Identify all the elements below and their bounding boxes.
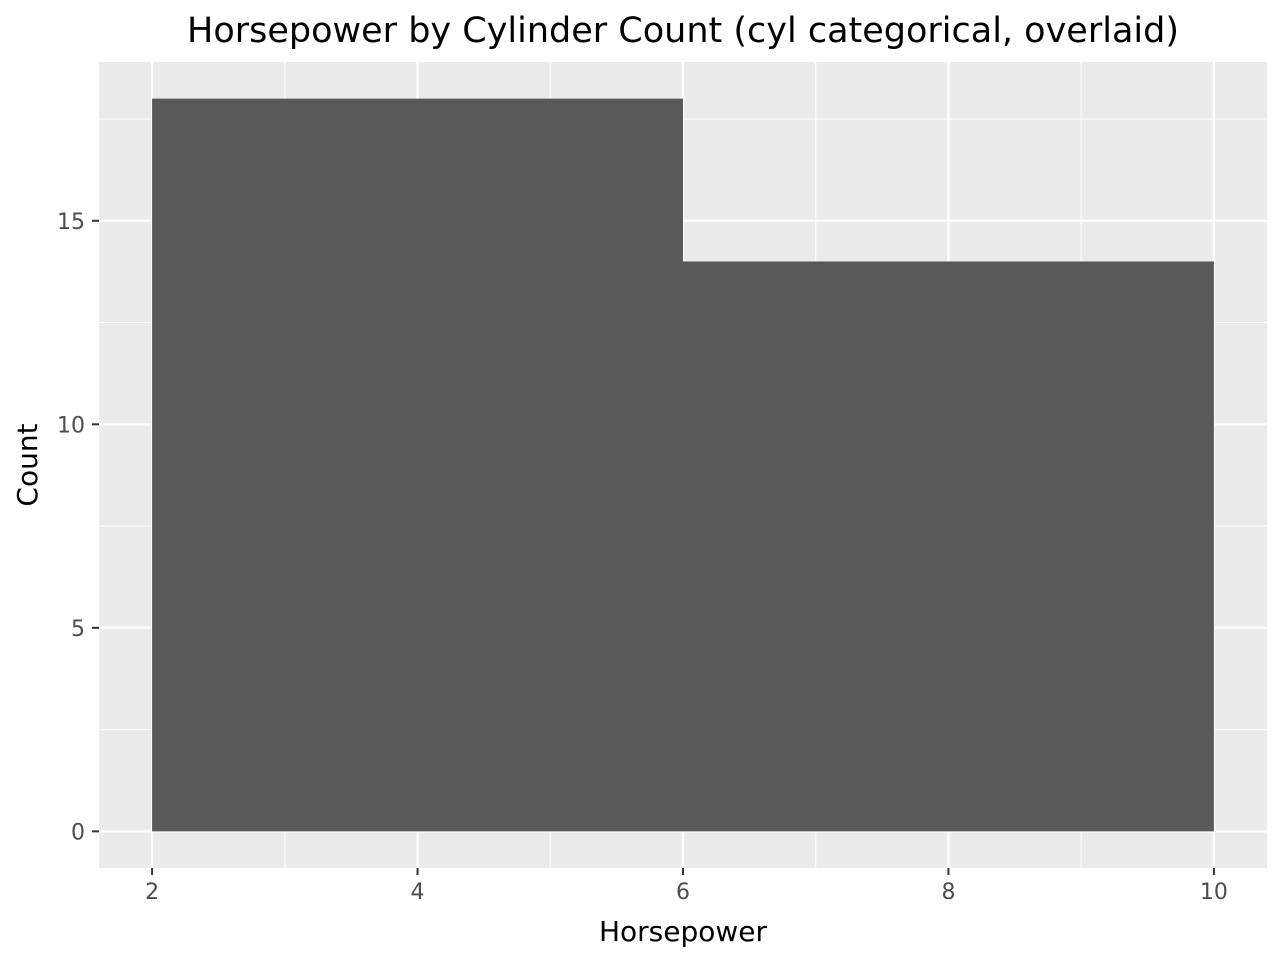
x-tick-label: 6: [676, 880, 690, 905]
histogram-bar: [152, 98, 683, 832]
histogram-bar: [683, 261, 1214, 832]
x-tick-label: 8: [941, 880, 955, 905]
y-tick-label: 10: [57, 413, 85, 438]
y-tick-label: 5: [71, 617, 85, 642]
x-axis: 2 4 6 8 10: [145, 868, 1228, 905]
x-axis-title: Horsepower: [599, 915, 768, 948]
y-axis-title: Count: [11, 423, 44, 506]
x-tick-label: 2: [145, 880, 159, 905]
y-axis: 0 5 10 15: [57, 210, 99, 845]
x-tick-label: 4: [411, 880, 425, 905]
chart-title: Horsepower by Cylinder Count (cyl catego…: [187, 11, 1179, 51]
y-tick-label: 15: [57, 210, 85, 235]
x-tick-label: 10: [1200, 880, 1228, 905]
histogram-bars: [152, 98, 1214, 832]
y-tick-label: 0: [71, 820, 85, 845]
